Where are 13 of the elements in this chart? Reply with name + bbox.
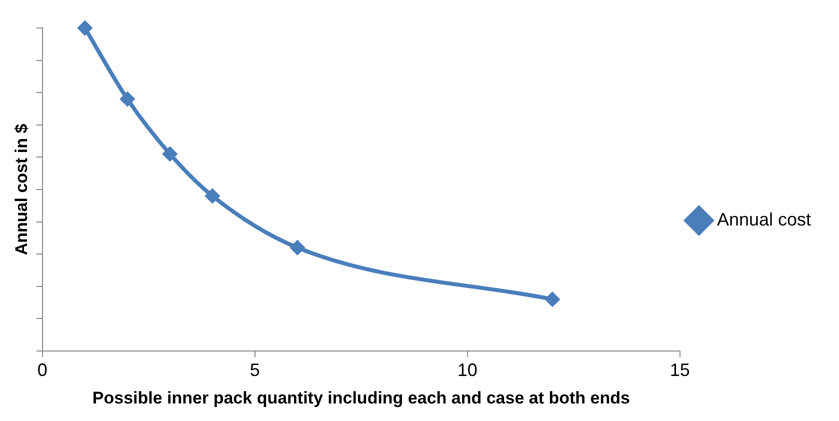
point	[545, 292, 560, 306]
point	[205, 188, 220, 203]
legend-label: Annual cost	[716, 209, 811, 230]
x-tick-label: 0	[37, 360, 48, 380]
point	[290, 240, 304, 255]
point	[78, 21, 92, 35]
x-tick-label: 5	[250, 360, 260, 380]
x-tick-label: 10	[457, 360, 478, 380]
point	[162, 146, 177, 161]
x-axis-title: Possible inner pack quantity including each and case at both ends	[92, 388, 630, 408]
x-tick-label: 15	[670, 360, 690, 380]
point	[120, 92, 134, 106]
y-axis-title: Annual cost in $	[12, 123, 31, 256]
